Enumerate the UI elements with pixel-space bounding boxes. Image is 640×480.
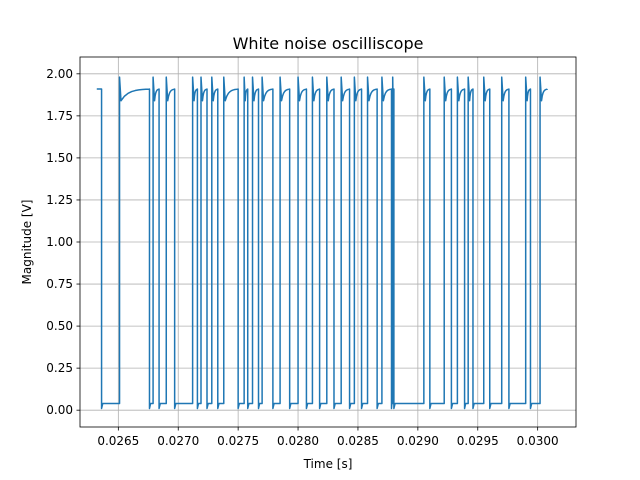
y-tick-label: 1.25 [46,193,73,207]
x-tick-label: 0.0285 [337,434,379,448]
y-tick-label: 1.75 [46,109,73,123]
x-axis-label: Time [s] [303,457,353,471]
y-tick-label: 1.00 [46,235,73,249]
chart-title: White noise oscilliscope [233,34,424,53]
series-line-voltage [96,76,548,410]
y-tick-label: 0.25 [46,361,73,375]
y-tick-label: 0.50 [46,319,73,333]
y-tick-label: 0.75 [46,277,73,291]
x-tick-label: 0.0300 [517,434,559,448]
x-tick-label: 0.0275 [217,434,259,448]
x-tick-label: 0.0265 [97,434,139,448]
y-axis: 0.00 0.25 0.50 0.75 1.00 1.25 1.50 1.75 2.00 [46,67,80,417]
x-tick-label: 0.0270 [157,434,199,448]
series-layer [96,76,548,410]
grid [80,57,576,427]
y-tick-label: 0.00 [46,403,73,417]
y-tick-label: 1.50 [46,151,73,165]
y-axis-label: Magnitude [V] [20,200,34,285]
x-tick-label: 0.0290 [397,434,439,448]
x-tick-label: 0.0295 [457,434,499,448]
x-tick-label: 0.0280 [277,434,319,448]
y-tick-label: 2.00 [46,67,73,81]
x-axis: 0.0265 0.0270 0.0275 0.0280 0.0285 0.0290 0.02… [97,427,559,448]
